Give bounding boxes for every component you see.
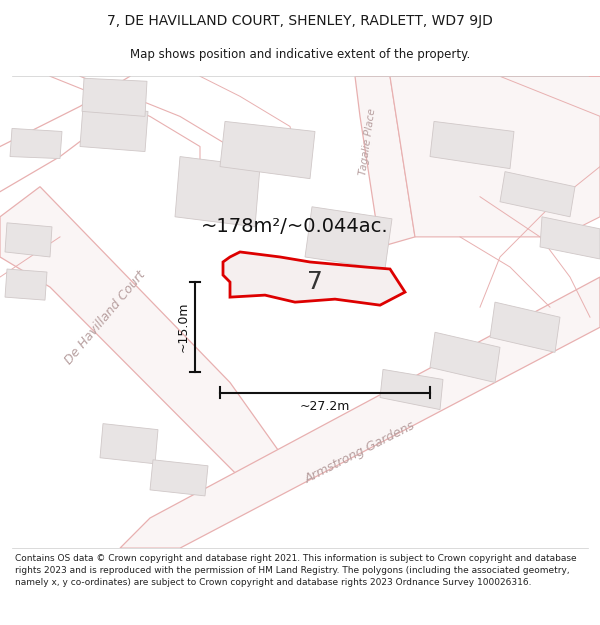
Text: 7, DE HAVILLAND COURT, SHENLEY, RADLETT, WD7 9JD: 7, DE HAVILLAND COURT, SHENLEY, RADLETT,…	[107, 14, 493, 28]
Polygon shape	[490, 302, 560, 352]
Polygon shape	[430, 332, 500, 382]
Polygon shape	[175, 157, 260, 227]
Polygon shape	[430, 121, 514, 169]
Polygon shape	[10, 129, 62, 159]
Polygon shape	[355, 76, 415, 247]
Polygon shape	[80, 106, 148, 151]
Polygon shape	[82, 78, 147, 116]
Text: Tagalie Place: Tagalie Place	[358, 107, 377, 176]
Polygon shape	[380, 369, 443, 409]
Polygon shape	[500, 172, 575, 217]
Text: Armstrong Gardens: Armstrong Gardens	[302, 419, 418, 486]
Text: ~15.0m: ~15.0m	[176, 302, 190, 352]
Polygon shape	[0, 187, 280, 478]
Polygon shape	[120, 277, 600, 548]
Text: ~178m²/~0.044ac.: ~178m²/~0.044ac.	[201, 217, 389, 236]
Polygon shape	[540, 217, 600, 259]
Text: De Havilland Court: De Havilland Court	[62, 268, 148, 366]
Polygon shape	[100, 424, 158, 464]
Polygon shape	[390, 76, 600, 237]
Polygon shape	[305, 207, 392, 269]
Polygon shape	[500, 76, 600, 116]
Polygon shape	[150, 460, 208, 496]
Polygon shape	[223, 252, 405, 305]
Polygon shape	[5, 223, 52, 257]
Text: ~27.2m: ~27.2m	[300, 400, 350, 413]
Polygon shape	[220, 121, 315, 179]
Text: 7: 7	[307, 270, 323, 294]
Text: Map shows position and indicative extent of the property.: Map shows position and indicative extent…	[130, 48, 470, 61]
Text: Contains OS data © Crown copyright and database right 2021. This information is : Contains OS data © Crown copyright and d…	[15, 554, 577, 587]
Polygon shape	[5, 269, 47, 300]
